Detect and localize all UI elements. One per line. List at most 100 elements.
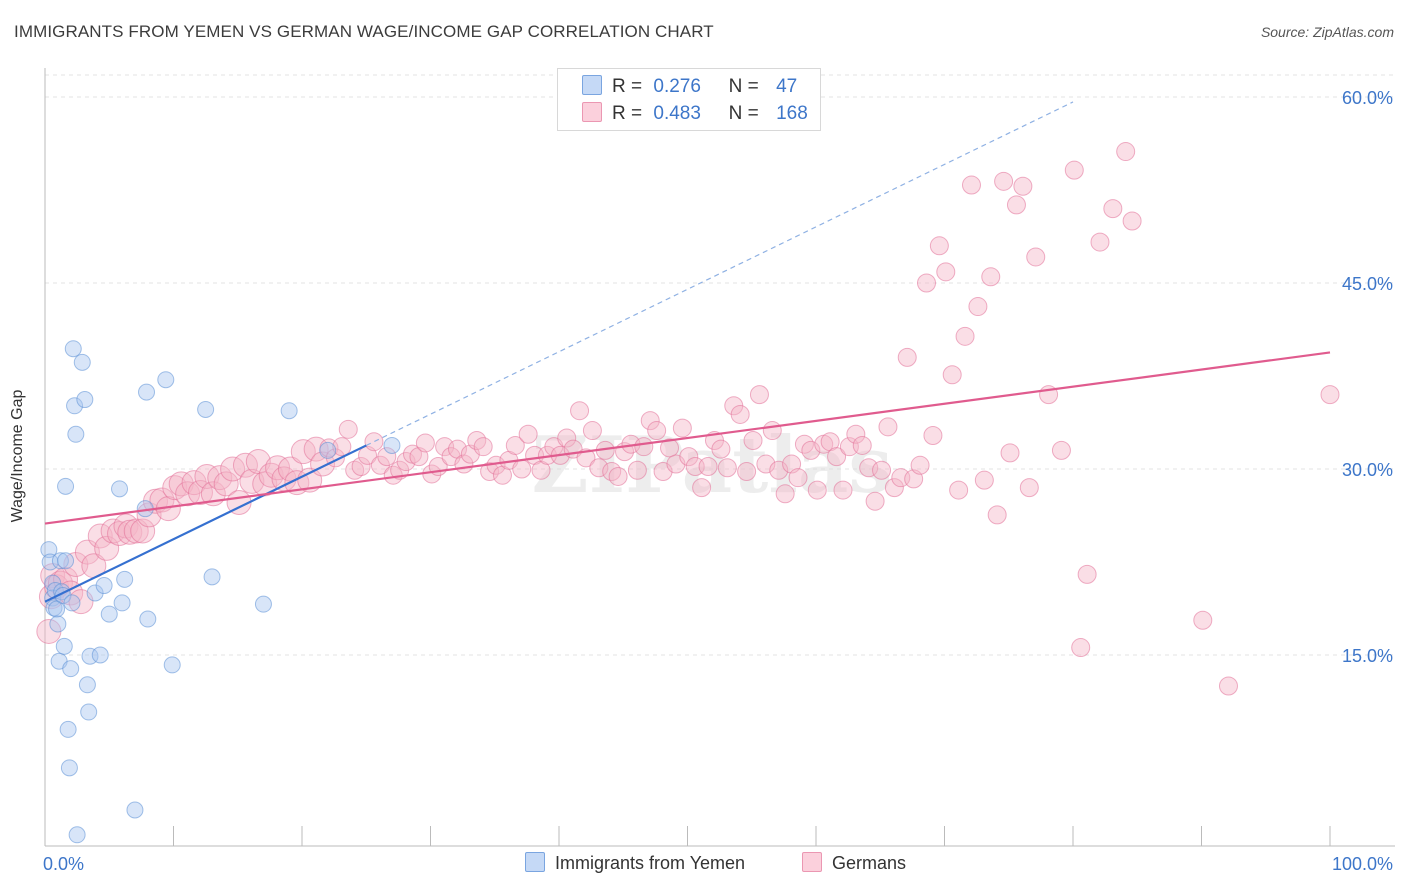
germans-point xyxy=(917,273,937,293)
yemen-point xyxy=(163,656,181,674)
yemen-point xyxy=(139,610,157,628)
yemen-legend-swatch xyxy=(525,852,545,872)
germans-point xyxy=(1026,247,1046,267)
yemen-point xyxy=(111,480,129,498)
yemen-point xyxy=(280,402,298,420)
germans-point xyxy=(749,385,769,405)
yemen-point xyxy=(86,584,104,602)
germans-point xyxy=(1006,195,1026,215)
germans-point xyxy=(351,457,371,477)
yemen-point xyxy=(197,400,215,418)
yemen-point xyxy=(62,660,80,678)
germans-point xyxy=(929,236,949,256)
yemen-point xyxy=(76,391,94,409)
germans-point xyxy=(589,458,609,478)
germans-point xyxy=(717,458,737,478)
germans-point xyxy=(338,419,358,439)
germans-point xyxy=(162,475,188,501)
germans-point xyxy=(692,478,712,498)
germans-point xyxy=(332,437,352,457)
germans-point xyxy=(1090,232,1110,252)
yemen-point xyxy=(59,720,77,738)
germans-point xyxy=(518,424,538,444)
germans-point xyxy=(884,478,904,498)
yemen-point xyxy=(51,552,69,570)
yemen-point xyxy=(91,646,109,664)
yemen-point xyxy=(157,371,175,389)
germans-point xyxy=(570,401,590,421)
germans-point xyxy=(239,468,265,494)
germans-point xyxy=(865,491,885,511)
y-tick-label: 45.0% xyxy=(1342,274,1393,294)
germans-point xyxy=(345,460,365,480)
yemen-point xyxy=(319,441,337,459)
germans-point xyxy=(640,411,660,431)
germans-point xyxy=(775,484,795,504)
r-label: R = xyxy=(612,76,643,97)
germans-point xyxy=(364,432,384,452)
germans-point xyxy=(1051,440,1071,460)
germans-point xyxy=(1000,443,1020,463)
germans-point xyxy=(608,466,628,486)
stats-legend-row-germans: R = 0.483 N = 168 xyxy=(582,102,808,125)
germans-point xyxy=(788,468,808,488)
germans-point xyxy=(730,404,750,424)
germans-point xyxy=(627,460,647,480)
yemen-point xyxy=(73,353,91,371)
yemen-point xyxy=(95,577,113,595)
yemen-point xyxy=(64,340,82,358)
yemen-point xyxy=(67,425,85,443)
germans-point xyxy=(949,480,969,500)
germans-point xyxy=(1320,385,1340,405)
germans-point xyxy=(737,461,757,481)
germans-swatch xyxy=(582,102,602,122)
germans-point xyxy=(1019,478,1039,498)
legend-item-germans: Germans xyxy=(802,852,906,874)
x-tick-label: 0.0% xyxy=(43,854,84,874)
germans-point xyxy=(187,480,213,506)
source-label: Source: ZipAtlas.com xyxy=(1260,24,1394,40)
yemen-point xyxy=(100,605,118,623)
r-value: 0.276 xyxy=(653,76,701,97)
germans-legend-swatch xyxy=(802,852,822,872)
germans-point xyxy=(762,421,782,441)
germans-point xyxy=(679,447,699,467)
legend-item-yemen: Immigrants from Yemen xyxy=(525,852,745,874)
yemen-point xyxy=(78,676,96,694)
germans-point xyxy=(87,523,113,549)
germans-point xyxy=(846,424,866,444)
n-value: 47 xyxy=(776,76,798,97)
germans-point xyxy=(936,262,956,282)
germans-point xyxy=(415,433,435,453)
yemen-point xyxy=(57,477,75,495)
germans-point xyxy=(1116,142,1136,162)
yemen-point xyxy=(55,637,73,655)
germans-point xyxy=(987,505,1007,525)
yemen-point xyxy=(116,570,134,588)
germans-trend-line xyxy=(44,351,1331,525)
germans-point xyxy=(473,437,493,457)
stats-legend-row-yemen: R = 0.276 N = 47 xyxy=(582,75,797,98)
yemen-point xyxy=(113,594,131,612)
germans-point xyxy=(277,456,303,482)
germans-point xyxy=(117,519,143,545)
germans-point xyxy=(107,520,133,546)
germans-point xyxy=(660,438,680,458)
yemen-point xyxy=(48,600,66,618)
germans-point xyxy=(743,430,763,450)
germans-point xyxy=(994,171,1014,191)
germans-point xyxy=(647,421,667,441)
yemen-swatch xyxy=(582,75,602,95)
germans-point xyxy=(130,518,156,544)
y-tick-label: 15.0% xyxy=(1342,646,1393,666)
yemen-point xyxy=(126,801,144,819)
r-value: 0.483 xyxy=(653,103,701,124)
yemen-point xyxy=(49,615,67,633)
yemen-point xyxy=(57,552,75,570)
y-tick-label: 60.0% xyxy=(1342,88,1393,108)
germans-point xyxy=(1193,610,1213,630)
germans-point xyxy=(872,460,892,480)
germans-point xyxy=(582,421,602,441)
germans-point xyxy=(576,448,596,468)
